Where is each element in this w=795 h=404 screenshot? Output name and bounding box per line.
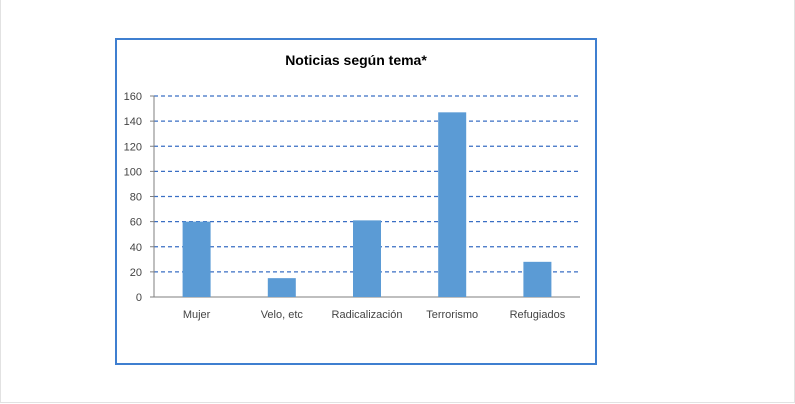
x-tick-label: Radicalización — [332, 309, 403, 321]
y-tick-label: 160 — [124, 91, 142, 103]
x-tick-label: Mujer — [183, 309, 211, 321]
y-tick-label: 80 — [130, 192, 142, 204]
y-tick-label: 120 — [124, 141, 142, 153]
bar-radicalizaci-n — [353, 220, 381, 297]
bar-refugiados — [523, 261, 552, 297]
bar-mujer — [182, 221, 211, 297]
x-tick-label: Terrorismo — [426, 309, 478, 321]
y-tick-label: 100 — [124, 166, 142, 178]
x-tick-label: Velo, etc — [261, 309, 304, 321]
chart-plot-area: 0 20 40 60 80 100 120 140 160 Mujer Velo, etc Radic… — [124, 91, 580, 321]
bar-velo-etc — [267, 278, 296, 297]
y-tick-label: 0 — [136, 292, 142, 304]
y-tick-label: 140 — [124, 116, 142, 128]
bar-terrorismo — [438, 112, 467, 297]
y-tick-label: 40 — [130, 242, 142, 254]
y-tick-label: 60 — [130, 217, 142, 229]
x-tick-label: Refugiados — [510, 309, 566, 321]
y-tick-label: 20 — [130, 267, 142, 279]
chart-title: Noticias según tema* — [285, 52, 427, 68]
chart-container: Noticias según tema* 0 20 40 60 80 100 120 140 1… — [115, 38, 597, 365]
